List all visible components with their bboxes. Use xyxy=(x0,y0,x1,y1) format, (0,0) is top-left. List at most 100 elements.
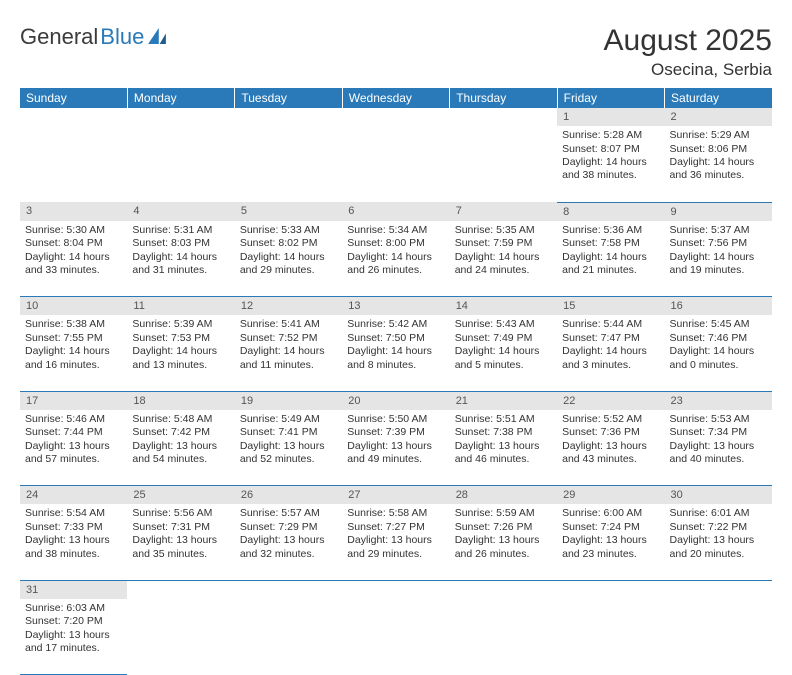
day-number: 19 xyxy=(235,391,342,410)
day-number xyxy=(235,108,342,126)
location: Osecina, Serbia xyxy=(604,60,772,80)
sunrise-text: Sunrise: 5:57 AM xyxy=(240,507,337,520)
daylight-text: Daylight: 13 hours and 40 minutes. xyxy=(670,440,767,467)
sunset-text: Sunset: 7:31 PM xyxy=(132,521,229,534)
daynum-row: 3456789 xyxy=(20,202,772,221)
day-cell: Sunrise: 5:53 AMSunset: 7:34 PMDaylight:… xyxy=(665,410,772,486)
sunrise-text: Sunrise: 5:28 AM xyxy=(562,129,659,142)
day-cell xyxy=(450,599,557,675)
day-header-row: Sunday Monday Tuesday Wednesday Thursday… xyxy=(20,88,772,108)
week-row: Sunrise: 5:46 AMSunset: 7:44 PMDaylight:… xyxy=(20,410,772,486)
sunset-text: Sunset: 7:34 PM xyxy=(670,426,767,439)
daylight-text: Daylight: 13 hours and 32 minutes. xyxy=(240,534,337,561)
sunset-text: Sunset: 7:36 PM xyxy=(562,426,659,439)
daylight-text: Daylight: 14 hours and 5 minutes. xyxy=(455,345,552,372)
sunrise-text: Sunrise: 5:58 AM xyxy=(347,507,444,520)
day-cell: Sunrise: 5:59 AMSunset: 7:26 PMDaylight:… xyxy=(450,504,557,580)
sunrise-text: Sunrise: 5:31 AM xyxy=(132,224,229,237)
sunset-text: Sunset: 7:20 PM xyxy=(25,615,122,628)
day-cell: Sunrise: 5:31 AMSunset: 8:03 PMDaylight:… xyxy=(127,221,234,297)
logo-word-2: Blue xyxy=(100,24,144,50)
day-cell: Sunrise: 5:35 AMSunset: 7:59 PMDaylight:… xyxy=(450,221,557,297)
sunset-text: Sunset: 7:47 PM xyxy=(562,332,659,345)
sunrise-text: Sunrise: 5:41 AM xyxy=(240,318,337,331)
header: General Blue August 2025 Osecina, Serbia xyxy=(20,24,772,80)
day-number: 28 xyxy=(450,486,557,505)
day-cell: Sunrise: 5:30 AMSunset: 8:04 PMDaylight:… xyxy=(20,221,127,297)
day-number: 22 xyxy=(557,391,664,410)
day-cell xyxy=(127,599,234,675)
week-row: Sunrise: 5:28 AMSunset: 8:07 PM Daylight:… xyxy=(20,126,772,202)
day-number xyxy=(665,580,772,599)
daylight-text: Daylight: 13 hours and 20 minutes. xyxy=(670,534,767,561)
day-cell xyxy=(342,599,449,675)
daynum-row: 24252627282930 xyxy=(20,486,772,505)
day-number xyxy=(20,108,127,126)
sunrise-text: Sunrise: 5:49 AM xyxy=(240,413,337,426)
daylight-text: Daylight: 13 hours and 43 minutes. xyxy=(562,440,659,467)
sunrise-text: Sunrise: 6:01 AM xyxy=(670,507,767,520)
sunset-text: Sunset: 7:33 PM xyxy=(25,521,122,534)
day-cell xyxy=(127,126,234,202)
sunrise-text: Sunrise: 5:59 AM xyxy=(455,507,552,520)
sunrise-text: Sunrise: 5:46 AM xyxy=(25,413,122,426)
daylight-text: Daylight: 13 hours and 29 minutes. xyxy=(347,534,444,561)
day-cell: Sunrise: 5:44 AMSunset: 7:47 PMDaylight:… xyxy=(557,315,664,391)
day-header: Monday xyxy=(127,88,234,108)
day-cell xyxy=(235,599,342,675)
day-cell: Sunrise: 5:45 AMSunset: 7:46 PMDaylight:… xyxy=(665,315,772,391)
daylight-text: Daylight: 13 hours and 54 minutes. xyxy=(132,440,229,467)
daynum-row: 10111213141516 xyxy=(20,297,772,316)
sunset-text: Sunset: 8:07 PM xyxy=(562,143,659,156)
week-row: Sunrise: 5:54 AMSunset: 7:33 PMDaylight:… xyxy=(20,504,772,580)
sunset-text: Sunset: 7:52 PM xyxy=(240,332,337,345)
day-cell: Sunrise: 5:37 AMSunset: 7:56 PMDaylight:… xyxy=(665,221,772,297)
week-row: Sunrise: 6:03 AMSunset: 7:20 PMDaylight:… xyxy=(20,599,772,675)
sunset-text: Sunset: 7:53 PM xyxy=(132,332,229,345)
sunset-text: Sunset: 8:00 PM xyxy=(347,237,444,250)
daylight-text: Daylight: 14 hours and 36 minutes. xyxy=(670,156,767,183)
sunset-text: Sunset: 7:38 PM xyxy=(455,426,552,439)
day-number: 8 xyxy=(557,202,664,221)
day-cell xyxy=(342,126,449,202)
daylight-text: Daylight: 14 hours and 3 minutes. xyxy=(562,345,659,372)
sunrise-text: Sunrise: 5:38 AM xyxy=(25,318,122,331)
sunset-text: Sunset: 7:59 PM xyxy=(455,237,552,250)
day-number: 1 xyxy=(557,108,664,126)
daylight-text: Daylight: 13 hours and 35 minutes. xyxy=(132,534,229,561)
day-number: 29 xyxy=(557,486,664,505)
month-title: August 2025 xyxy=(604,24,772,58)
day-cell: Sunrise: 5:56 AMSunset: 7:31 PMDaylight:… xyxy=(127,504,234,580)
day-number: 18 xyxy=(127,391,234,410)
daylight-text: Daylight: 14 hours and 29 minutes. xyxy=(240,251,337,278)
sunset-text: Sunset: 7:49 PM xyxy=(455,332,552,345)
day-number: 14 xyxy=(450,297,557,316)
day-header: Saturday xyxy=(665,88,772,108)
day-number: 30 xyxy=(665,486,772,505)
logo: General Blue xyxy=(20,24,166,50)
sunset-text: Sunset: 7:46 PM xyxy=(670,332,767,345)
sunset-text: Sunset: 8:03 PM xyxy=(132,237,229,250)
sunrise-text: Sunrise: 5:51 AM xyxy=(455,413,552,426)
daynum-row: 12 xyxy=(20,108,772,126)
day-cell: Sunrise: 5:49 AMSunset: 7:41 PMDaylight:… xyxy=(235,410,342,486)
day-number: 24 xyxy=(20,486,127,505)
sunset-text: Sunset: 7:29 PM xyxy=(240,521,337,534)
day-number: 5 xyxy=(235,202,342,221)
day-cell xyxy=(235,126,342,202)
day-number: 15 xyxy=(557,297,664,316)
sunrise-text: Sunrise: 5:37 AM xyxy=(670,224,767,237)
day-cell: Sunrise: 5:54 AMSunset: 7:33 PMDaylight:… xyxy=(20,504,127,580)
day-number: 20 xyxy=(342,391,449,410)
day-number: 16 xyxy=(665,297,772,316)
day-number: 7 xyxy=(450,202,557,221)
day-cell: Sunrise: 5:43 AMSunset: 7:49 PMDaylight:… xyxy=(450,315,557,391)
day-cell: Sunrise: 5:34 AMSunset: 8:00 PMDaylight:… xyxy=(342,221,449,297)
week-row: Sunrise: 5:38 AMSunset: 7:55 PMDaylight:… xyxy=(20,315,772,391)
daylight-text: Daylight: 14 hours and 19 minutes. xyxy=(670,251,767,278)
daylight-text: Daylight: 13 hours and 23 minutes. xyxy=(562,534,659,561)
day-cell xyxy=(557,599,664,675)
sunset-text: Sunset: 7:24 PM xyxy=(562,521,659,534)
day-cell: Sunrise: 5:42 AMSunset: 7:50 PMDaylight:… xyxy=(342,315,449,391)
daylight-text: Daylight: 13 hours and 57 minutes. xyxy=(25,440,122,467)
